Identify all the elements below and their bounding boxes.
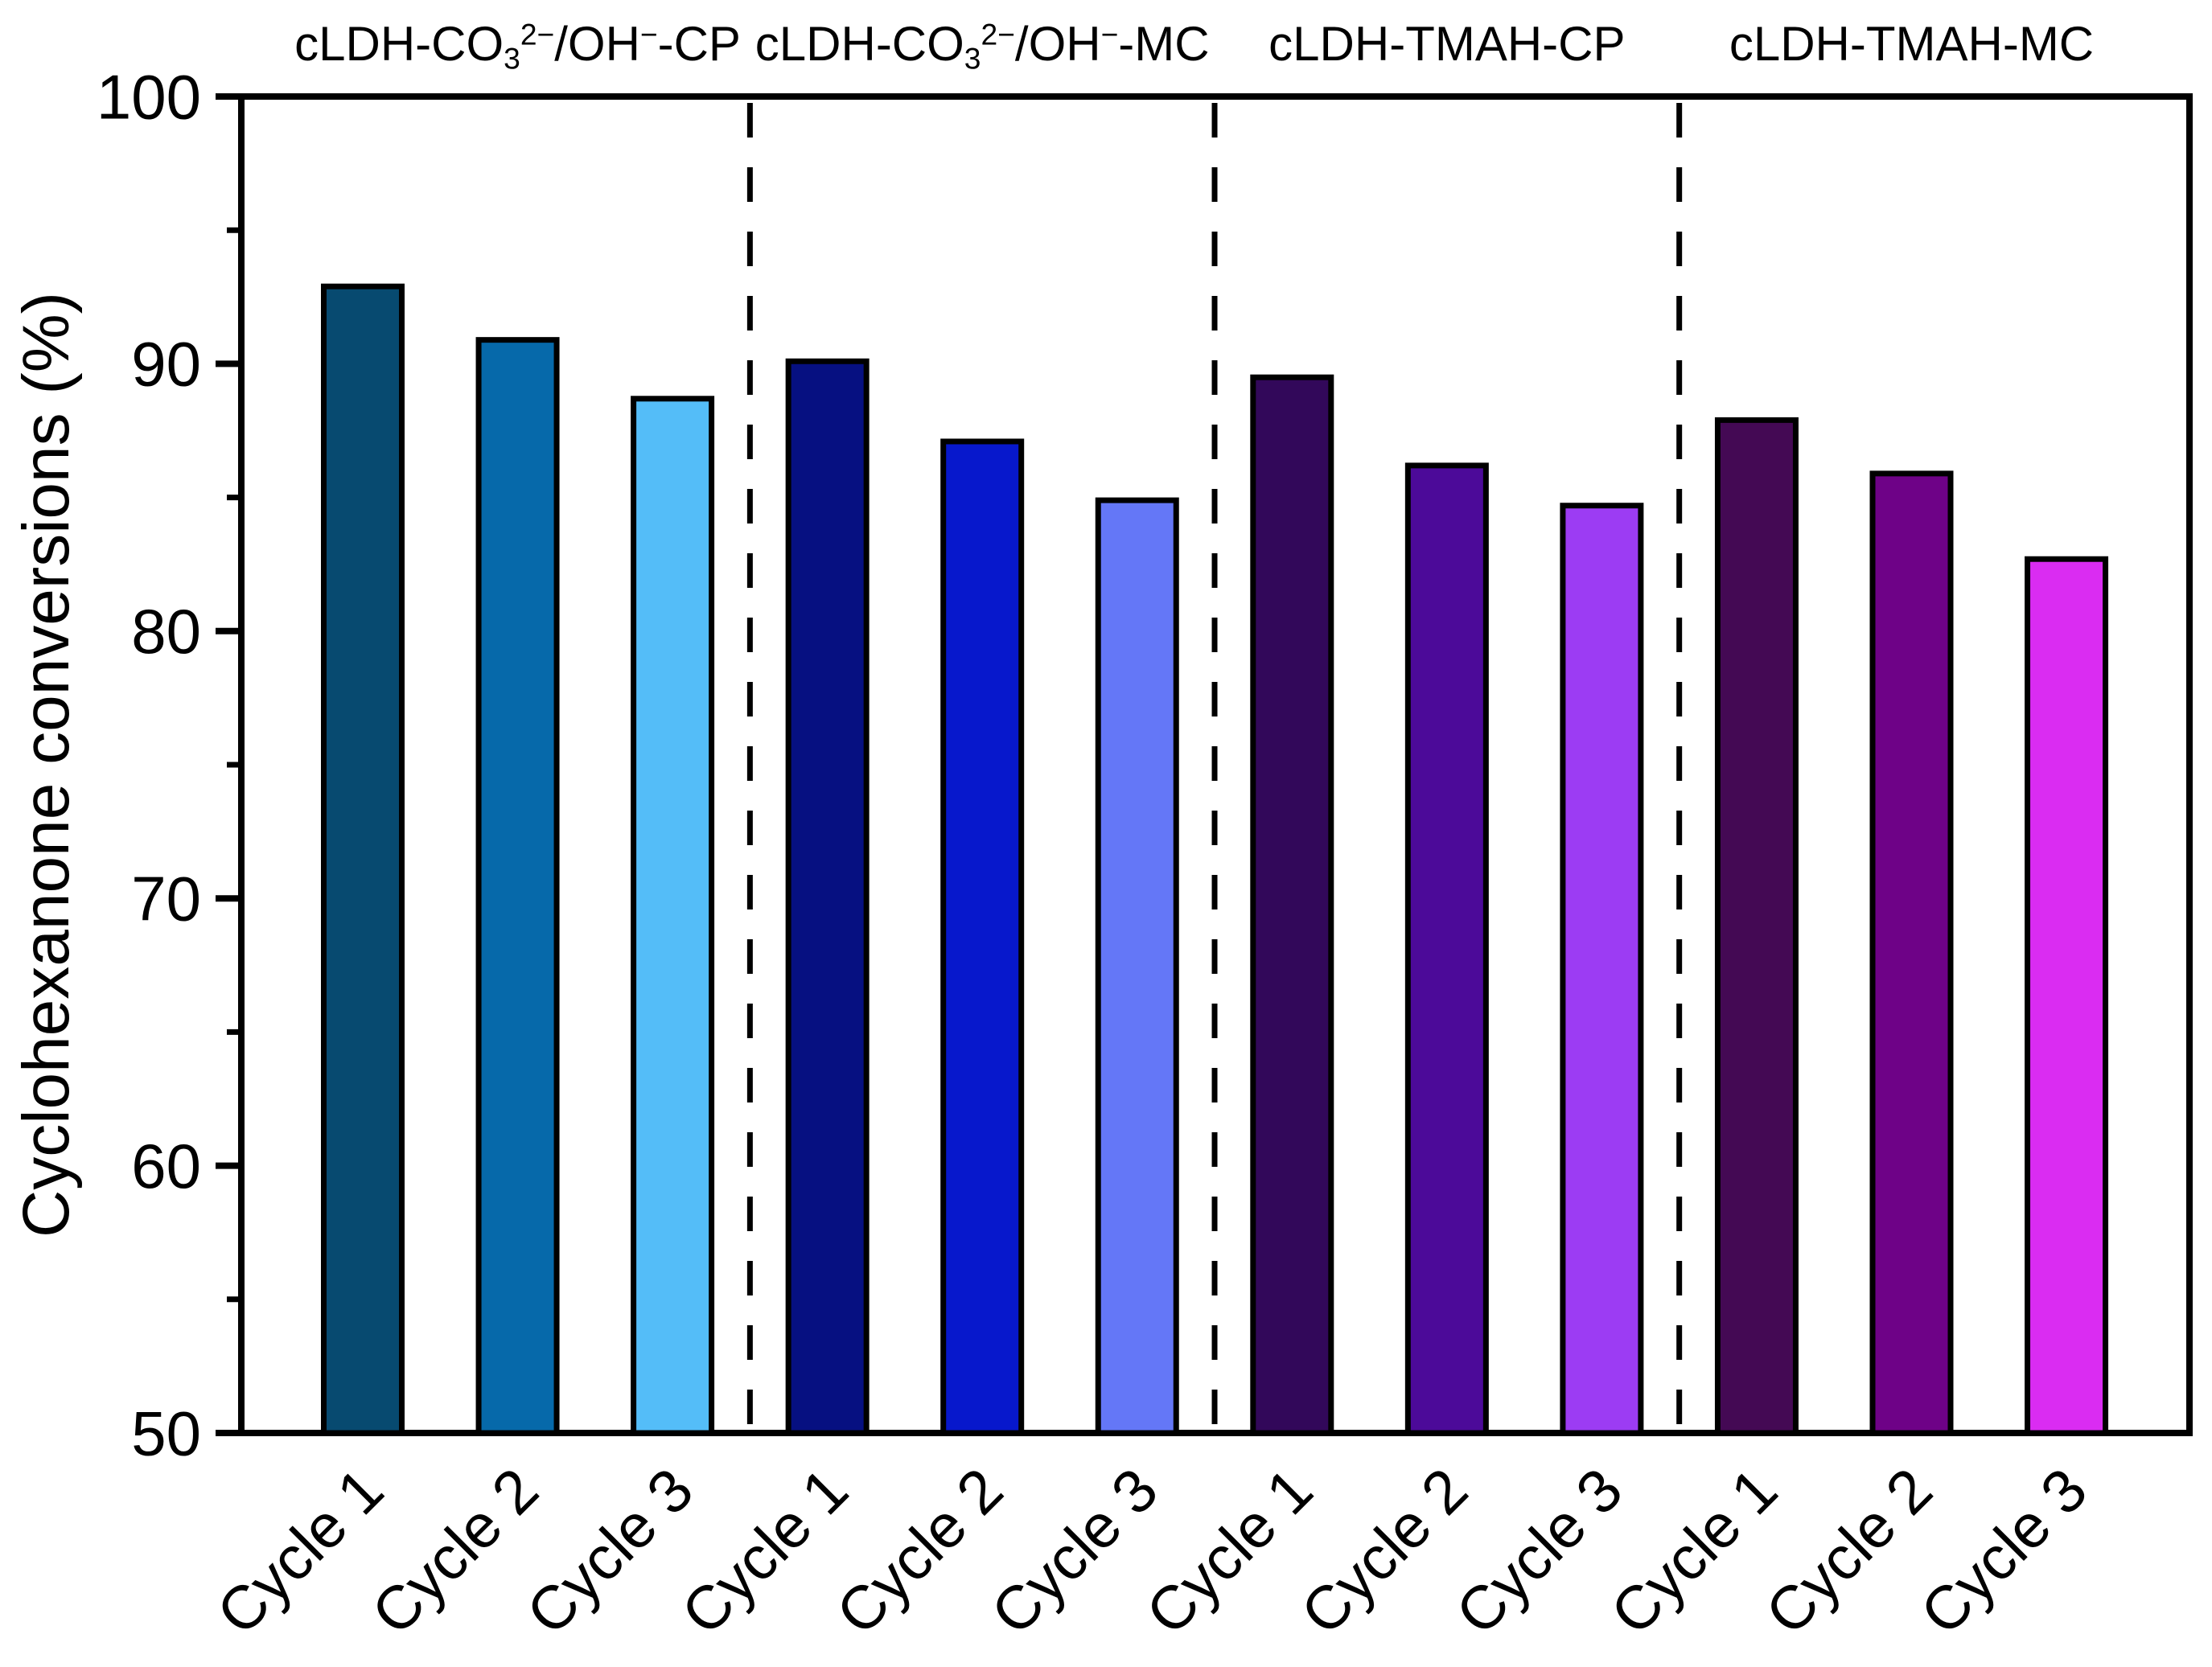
bar-cycle-1-group-1: [321, 283, 405, 1436]
group-title-segment: 2−: [520, 17, 555, 51]
bar-cycle-1-group-3: [1250, 374, 1334, 1436]
y-tick-label: 90: [131, 329, 201, 400]
bar-cycle-2-group-1: [475, 337, 560, 1436]
bar-cycle-2-group-2: [940, 438, 1025, 1436]
bar-cycle-2-group-4: [1869, 470, 1954, 1436]
x-tick-label: Cycle 3: [1908, 1456, 2100, 1648]
group-title-segment: 3: [964, 41, 981, 76]
group-title-4: cLDH-TMAH-MC: [1729, 16, 2094, 72]
y-tick-label: 100: [97, 61, 201, 132]
y-tick-label: 70: [131, 864, 201, 934]
group-title-segment: −: [639, 17, 658, 51]
group-title-segment: /OH: [554, 17, 640, 71]
x-tick-label: Cycle 1: [1133, 1456, 1326, 1648]
x-tick-label: Cycle 1: [204, 1456, 397, 1648]
group-title-segment: /OH: [1014, 17, 1101, 71]
bar-cycle-3-group-4: [2025, 556, 2109, 1436]
group-title-segment: −: [1100, 17, 1119, 51]
group-title-2: cLDH-CO32−/OH−-MC: [755, 16, 1210, 76]
bar-cycle-1-group-2: [785, 358, 870, 1436]
y-axis-title: Cyclohexanone conversions (%): [10, 292, 83, 1238]
group-title-segment: -CP: [657, 17, 741, 71]
bar-cycle-3-group-1: [631, 396, 715, 1436]
group-title-segment: cLDH-CO: [294, 17, 504, 71]
bar-cycle-3-group-2: [1095, 497, 1179, 1436]
x-tick-label: Cycle 3: [1443, 1456, 1635, 1648]
x-tick-label: Cycle 3: [978, 1456, 1170, 1648]
y-tick-label: 50: [131, 1398, 201, 1468]
y-tick-label: 60: [131, 1131, 201, 1201]
x-tick-label: Cycle 3: [514, 1456, 706, 1648]
group-title-segment: cLDH-TMAH-MC: [1729, 17, 2095, 71]
y-tick-label: 80: [131, 596, 201, 667]
bar-cycle-2-group-3: [1404, 462, 1489, 1436]
x-tick-label: Cycle 2: [1289, 1456, 1481, 1648]
group-title-1: cLDH-CO32−/OH−-CP: [294, 16, 741, 76]
x-tick-label: Cycle 2: [359, 1456, 551, 1648]
group-title-segment: 3: [504, 41, 520, 76]
group-title-3: cLDH-TMAH-CP: [1268, 16, 1625, 72]
x-tick-label: Cycle 1: [1598, 1456, 1791, 1648]
bar-cycle-3-group-3: [1560, 503, 1644, 1436]
bar-cycle-1-group-4: [1714, 417, 1799, 1436]
x-tick-label: Cycle 1: [668, 1456, 861, 1648]
x-tick-label: Cycle 2: [1753, 1456, 1945, 1648]
group-title-segment: cLDH-CO: [754, 17, 964, 71]
group-title-segment: cLDH-TMAH-CP: [1268, 17, 1626, 71]
x-tick-label: Cycle 2: [824, 1456, 1016, 1648]
group-title-segment: 2−: [981, 17, 1015, 51]
group-title-segment: -MC: [1118, 17, 1210, 71]
